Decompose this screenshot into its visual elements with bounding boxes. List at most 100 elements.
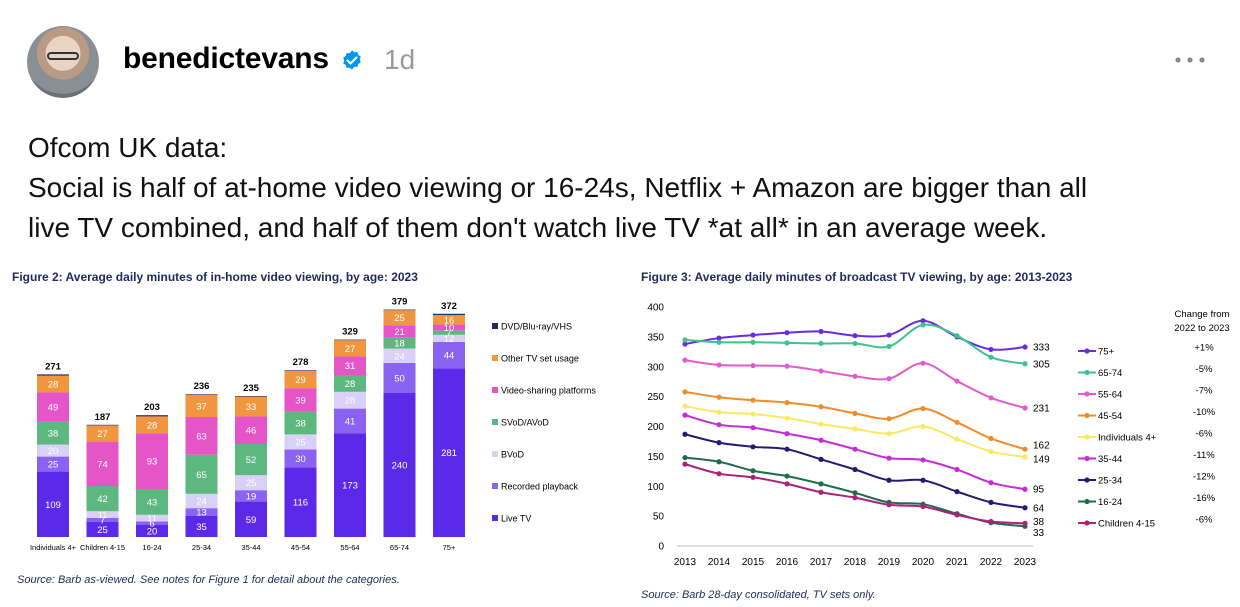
bar-data-label: 28 <box>48 380 59 391</box>
data-point <box>682 412 688 418</box>
y-tick-label: 0 <box>658 542 664 553</box>
data-point <box>716 362 722 368</box>
bar-segment <box>334 356 366 375</box>
legend-marker <box>1084 477 1090 483</box>
legend-swatch <box>492 419 498 425</box>
data-point <box>818 368 824 374</box>
data-point <box>784 400 790 406</box>
bar-segment <box>334 375 366 392</box>
x-tick-label: 2016 <box>776 557 799 568</box>
data-point <box>1022 520 1028 526</box>
x-tick-label: 2023 <box>1014 557 1037 568</box>
legend-label: Children 4-15 <box>1098 519 1155 530</box>
bar-segment <box>136 514 168 522</box>
bar-segment <box>185 508 218 516</box>
bar-segment <box>86 486 119 512</box>
data-point <box>1022 344 1028 350</box>
data-point <box>1022 505 1028 511</box>
legend-label: 25-34 <box>1098 476 1122 487</box>
legend-label: DVD/Blu-ray/VHS <box>501 322 572 332</box>
series-line <box>684 414 1026 491</box>
x-tick-label: 75+ <box>443 543 456 552</box>
data-point <box>852 495 858 501</box>
post-text-line: live TV combined, and half of them don't… <box>28 212 1048 243</box>
x-tick-label: 2014 <box>708 557 731 568</box>
bar-data-label: 25 <box>246 478 257 489</box>
bar-data-label: 173 <box>342 481 358 492</box>
bar-data-label: 116 <box>293 498 308 509</box>
legend-label: Live TV <box>501 514 531 524</box>
data-point <box>682 454 688 461</box>
x-tick-label: 2021 <box>946 557 969 568</box>
data-point <box>920 457 926 463</box>
data-point <box>988 448 994 455</box>
bar-segment <box>37 421 69 445</box>
bar-total-label: 329 <box>342 327 358 338</box>
bar-data-label: 24 <box>394 351 405 362</box>
bar-data-label: 11 <box>147 514 157 525</box>
legend-label: Recorded playback <box>501 482 579 492</box>
y-tick-label: 150 <box>647 452 664 463</box>
y-tick-label: 300 <box>647 362 664 373</box>
legend-change-value: -6% <box>1196 515 1213 526</box>
data-point <box>886 416 892 422</box>
bar-segment <box>235 396 267 397</box>
data-point <box>920 503 926 510</box>
legend-label: 55-64 <box>1098 390 1122 401</box>
y-tick-label: 100 <box>647 482 664 493</box>
bar-segment <box>383 348 416 363</box>
data-point <box>784 473 790 479</box>
data-point <box>682 461 688 467</box>
series-end-label: 38 <box>1033 517 1045 528</box>
data-point <box>920 322 926 328</box>
legend-change-value: -6% <box>1196 429 1213 440</box>
series-end-label: 162 <box>1033 441 1050 452</box>
data-point <box>852 373 858 379</box>
bar-segment <box>185 516 218 537</box>
series-line <box>684 359 1026 409</box>
change-header: 2022 to 2023 <box>1174 323 1229 334</box>
bar-segment <box>235 475 267 491</box>
series-end-label: 231 <box>1033 403 1050 414</box>
bar-segment <box>185 417 218 455</box>
bar-total-label: 271 <box>45 361 62 372</box>
username[interactable]: benedictevans <box>123 42 329 75</box>
data-point <box>818 421 824 427</box>
bar-total-label: 187 <box>95 412 111 423</box>
data-point <box>920 318 926 324</box>
x-tick-label: 2022 <box>980 557 1003 568</box>
bar-segment <box>86 522 119 537</box>
avatar[interactable] <box>27 26 99 98</box>
data-point <box>716 339 722 345</box>
bar-segment <box>284 370 317 371</box>
data-point <box>784 481 790 487</box>
y-tick-label: 400 <box>647 303 664 314</box>
data-point <box>886 477 892 483</box>
legend-change-value: -10% <box>1193 407 1216 418</box>
bar-total-label: 236 <box>194 381 210 392</box>
data-point <box>954 378 960 384</box>
bar-segment <box>433 368 465 537</box>
legend-marker <box>1084 369 1090 376</box>
data-point <box>1022 486 1028 492</box>
bar-data-label: 24 <box>196 497 207 508</box>
legend-marker <box>1084 412 1090 419</box>
data-point <box>750 339 756 345</box>
bar-segment <box>334 433 366 537</box>
data-point <box>716 394 722 400</box>
data-point <box>954 512 960 518</box>
more-dots-icon[interactable] <box>1170 50 1210 70</box>
bar-data-label: 109 <box>45 500 61 511</box>
bar-segment <box>284 434 317 450</box>
figure3-chart: 0 50 100 150 200 250 300 350 400 2013 2014 2015 2016… <box>647 303 1229 569</box>
data-point <box>988 499 994 505</box>
legend-change-value: -11% <box>1193 450 1215 461</box>
bar-data-label: 39 <box>295 395 306 406</box>
bar-segment <box>334 340 366 357</box>
bar-total-label: 372 <box>441 301 457 312</box>
data-point <box>716 471 722 477</box>
post-text-line: Social is half of at-home video viewing … <box>28 172 1088 203</box>
data-point <box>784 431 790 437</box>
bar-segment <box>86 424 119 426</box>
bar-segment <box>383 337 416 349</box>
